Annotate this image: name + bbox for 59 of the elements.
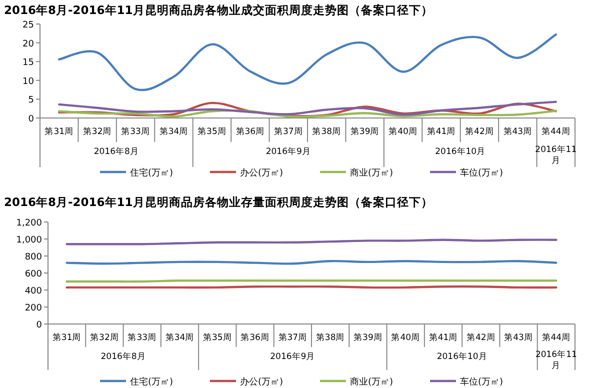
- legend-label: 住宅(万㎡): [130, 376, 174, 388]
- legend-label: 住宅(万㎡): [130, 168, 174, 178]
- x-tick-label: 第44周: [541, 126, 570, 137]
- legend-label: 办公(万㎡): [240, 376, 284, 388]
- y-tick-label: 20: [22, 39, 34, 50]
- x-tick-label: 第35周: [198, 126, 226, 137]
- legend-label: 商业(万㎡): [350, 168, 394, 178]
- x-tick-label: 第43周: [504, 332, 533, 343]
- text: 2016年10月: [435, 146, 486, 157]
- legend-label: 办公(万㎡): [240, 168, 284, 178]
- x-tick-label: 第37周: [274, 126, 303, 137]
- text: 2016年9月: [270, 351, 316, 362]
- x-tick-label: 第38周: [312, 126, 342, 137]
- x-tick-label: 第31周: [52, 332, 82, 343]
- text: 2016年8月: [100, 351, 146, 362]
- x-tick-label: 第35周: [202, 332, 232, 343]
- x-tick-label: 第36周: [236, 126, 265, 137]
- y-tick-label: 800: [24, 252, 42, 262]
- x-tick-label: 第39周: [354, 332, 382, 343]
- legend-label: 车位(万㎡): [460, 168, 504, 178]
- legend-label: 车位(万㎡): [460, 376, 504, 388]
- x-tick-label: 第39周: [350, 126, 380, 137]
- x-tick-label: 第33周: [121, 126, 150, 137]
- x-tick-label: 第37周: [278, 332, 308, 343]
- x-tick-label: 第44周: [542, 332, 571, 343]
- x-tick-label: 第34周: [159, 126, 188, 137]
- x-tick-label: 第42周: [466, 332, 496, 343]
- y-tick-label: 200: [24, 304, 42, 314]
- y-tick-label: 0: [36, 320, 42, 330]
- chart-title: 2016年8月-2016年11月昆明商品房各物业成交面积周度走势图（备案口径下）: [4, 3, 433, 17]
- x-tick-label: 第36周: [240, 332, 270, 343]
- x-tick-label: 第40周: [391, 332, 420, 343]
- y-tick-label: 400: [24, 286, 42, 296]
- x-tick-label: 第32周: [90, 332, 119, 343]
- x-tick-label: 第40周: [388, 126, 418, 137]
- y-tick-label: 25: [22, 20, 34, 30]
- x-tick-label: 第32周: [82, 126, 112, 137]
- text: 2016年9月: [266, 146, 311, 157]
- y-tick-label: 0: [28, 114, 34, 124]
- x-tick-label: 第41周: [428, 332, 458, 343]
- y-tick-label: 15: [22, 58, 34, 68]
- text: 2016年10月: [436, 351, 488, 362]
- x-tick-label: 第42周: [465, 126, 494, 137]
- x-tick-label: 第33周: [128, 332, 157, 343]
- y-tick-label: 10: [22, 76, 34, 87]
- x-tick-label: 第34周: [165, 332, 194, 343]
- y-tick-label: 1,200: [16, 218, 42, 228]
- x-tick-label: 第43周: [503, 126, 532, 137]
- x-tick-label: 第41周: [426, 126, 456, 137]
- x-tick-label: 第38周: [316, 332, 345, 343]
- text: 2016年8月: [94, 146, 139, 157]
- text: 2016年11月: [535, 349, 577, 371]
- chart-title: 2016年8月-2016年11月昆明商品房各物业存量面积周度走势图（备案口径下）: [4, 195, 433, 209]
- y-tick-label: 600: [24, 270, 42, 280]
- y-tick-label: 1,000: [16, 236, 42, 246]
- y-tick-label: 5: [28, 96, 34, 106]
- text: 2016年11月: [535, 144, 577, 166]
- x-tick-label: 第31周: [44, 126, 74, 137]
- legend-label: 商业(万㎡): [350, 376, 394, 388]
